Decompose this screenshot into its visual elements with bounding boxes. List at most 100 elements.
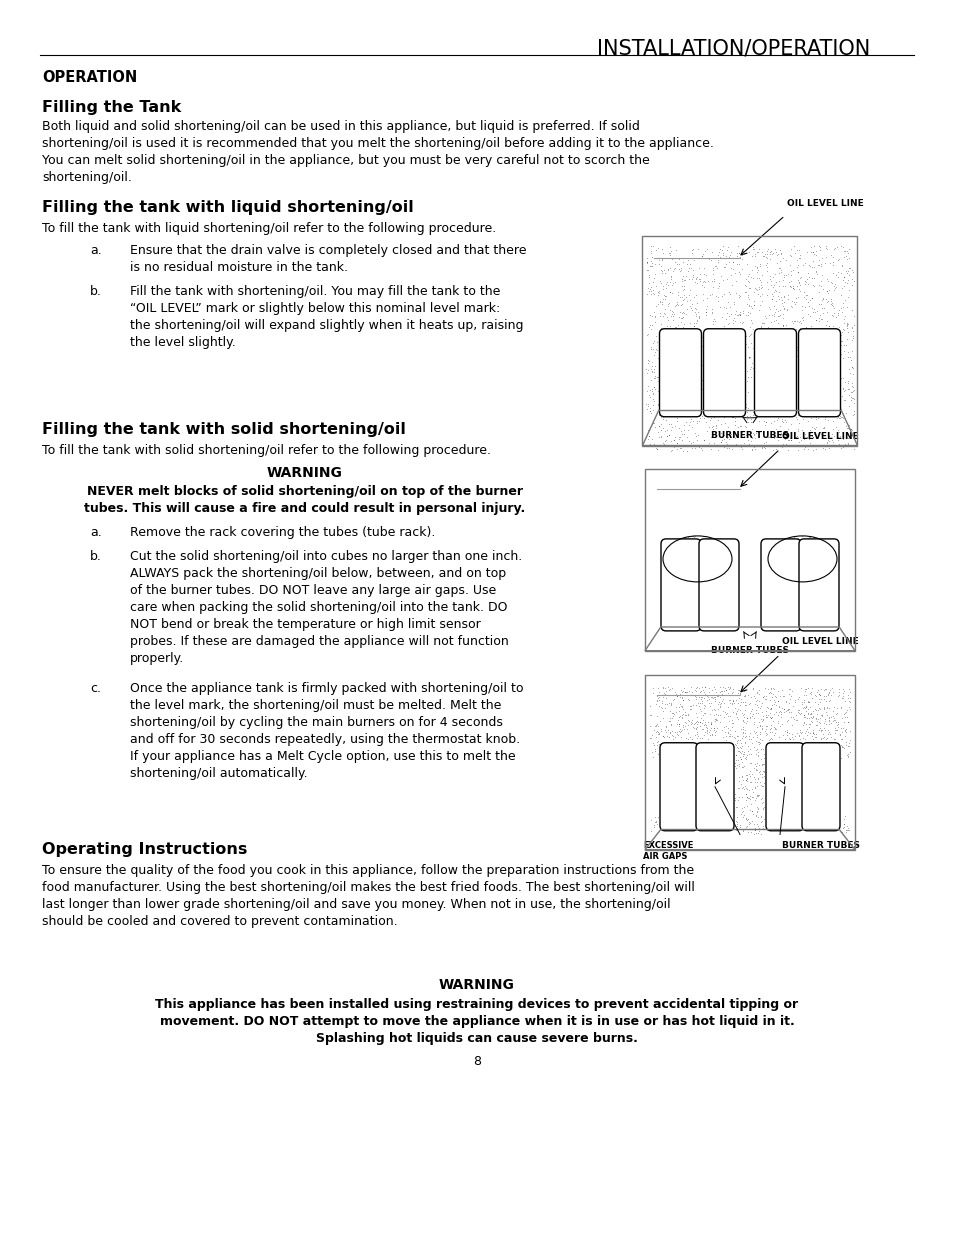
Point xyxy=(742,821,758,841)
Point xyxy=(694,370,709,390)
Point xyxy=(841,359,856,379)
Point xyxy=(710,687,725,706)
Point xyxy=(740,726,756,746)
Point xyxy=(678,534,693,553)
Point xyxy=(710,553,725,573)
Point xyxy=(803,337,819,357)
Point xyxy=(819,341,834,361)
Point xyxy=(706,558,721,578)
Point xyxy=(777,424,792,443)
Point xyxy=(801,714,817,734)
Point xyxy=(676,279,691,299)
Point xyxy=(753,275,768,295)
Point xyxy=(766,562,781,582)
Point xyxy=(816,387,831,406)
Point xyxy=(768,246,783,266)
Point xyxy=(730,778,745,798)
Point xyxy=(785,543,801,563)
Point xyxy=(643,361,659,380)
Point xyxy=(838,820,853,840)
Point xyxy=(741,722,757,742)
Point xyxy=(822,550,838,569)
Point xyxy=(798,269,813,289)
Point xyxy=(681,571,697,590)
Point xyxy=(798,317,813,337)
Point xyxy=(639,248,654,268)
Point xyxy=(759,322,774,342)
Point xyxy=(671,308,686,327)
Point xyxy=(823,542,839,562)
Point xyxy=(773,287,788,306)
Point xyxy=(738,784,753,804)
Point xyxy=(669,293,684,312)
Point xyxy=(753,824,768,844)
Point xyxy=(781,724,796,743)
Point xyxy=(802,436,818,456)
Point xyxy=(673,555,688,574)
Point xyxy=(771,726,786,746)
Point xyxy=(740,347,756,367)
Point xyxy=(687,719,702,739)
Point xyxy=(649,438,664,458)
Point xyxy=(728,372,743,391)
Point xyxy=(668,317,683,337)
Point xyxy=(693,390,708,410)
Point xyxy=(642,256,658,275)
Point xyxy=(803,557,819,577)
Point xyxy=(820,561,835,580)
Point xyxy=(666,542,681,562)
Point xyxy=(725,406,740,426)
Point xyxy=(769,326,784,346)
Point xyxy=(754,437,769,457)
Point xyxy=(821,279,836,299)
Point xyxy=(747,342,762,362)
Point xyxy=(667,317,682,337)
Point xyxy=(768,438,783,458)
Point xyxy=(843,341,859,361)
Point xyxy=(734,249,749,269)
Point xyxy=(655,243,670,263)
Point xyxy=(781,545,796,564)
Point xyxy=(748,424,763,443)
Point xyxy=(748,814,763,834)
Point xyxy=(641,716,657,736)
Point xyxy=(677,682,692,701)
Point xyxy=(825,730,841,750)
Point xyxy=(696,535,711,555)
Point xyxy=(781,337,797,357)
Point xyxy=(834,430,849,450)
Point xyxy=(813,254,828,274)
Point xyxy=(722,304,738,324)
Point xyxy=(711,566,726,585)
Point xyxy=(833,399,848,419)
Point xyxy=(685,526,700,546)
Point xyxy=(802,538,818,558)
Point xyxy=(835,237,850,257)
Point xyxy=(711,384,726,404)
Point xyxy=(739,816,754,836)
Point xyxy=(677,705,692,725)
Point xyxy=(830,304,845,324)
Point xyxy=(690,569,705,589)
Point xyxy=(642,277,658,296)
Point xyxy=(700,540,715,559)
Point xyxy=(808,537,823,557)
Point xyxy=(707,366,722,385)
Point xyxy=(674,317,689,337)
Point xyxy=(807,245,822,264)
Point xyxy=(702,354,718,374)
Point xyxy=(676,270,691,290)
Point xyxy=(655,401,670,421)
Point xyxy=(658,304,673,324)
Point xyxy=(700,369,716,389)
Point xyxy=(670,343,685,363)
Point xyxy=(766,348,781,368)
Point xyxy=(766,238,781,258)
Point xyxy=(746,369,761,389)
Point xyxy=(723,694,739,714)
Point xyxy=(778,692,793,711)
Point xyxy=(744,440,760,459)
Point xyxy=(707,536,722,556)
FancyBboxPatch shape xyxy=(798,329,840,416)
Point xyxy=(680,561,696,580)
